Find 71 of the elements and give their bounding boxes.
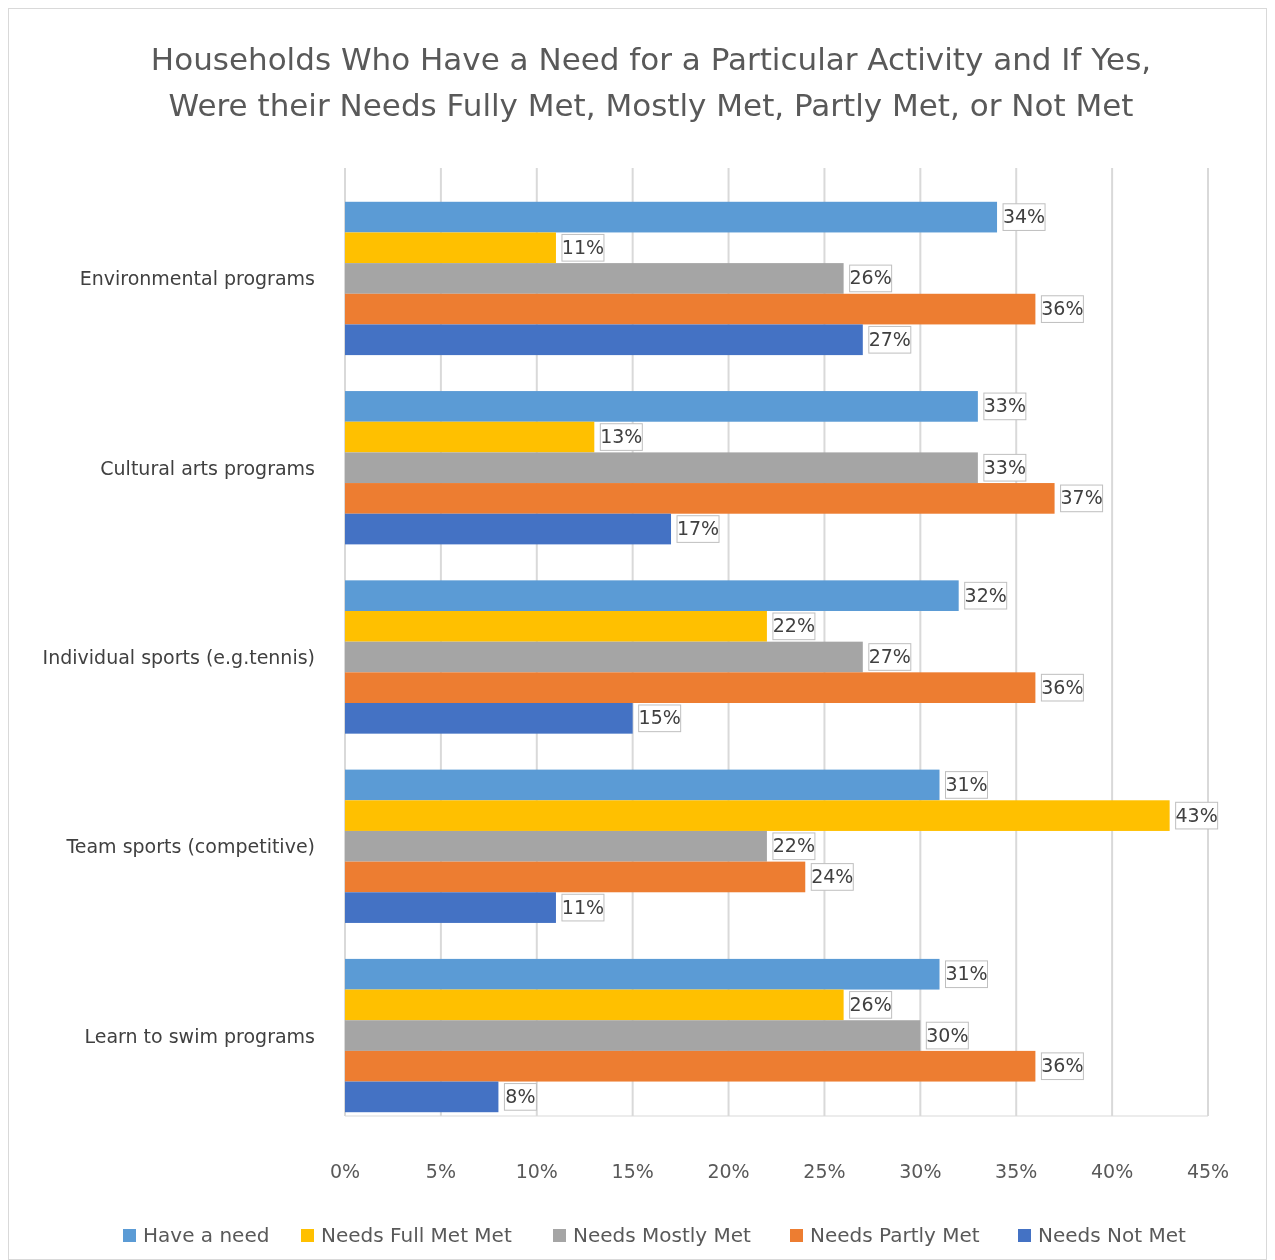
x-tick-label: 5% — [425, 1160, 456, 1182]
x-tick-label: 15% — [611, 1160, 654, 1182]
x-tick-label: 0% — [329, 1160, 361, 1182]
data-label: 11% — [561, 235, 605, 258]
bar — [345, 293, 1036, 325]
y-tick-label: Learn to swim programs — [84, 1024, 315, 1047]
data-label: 13% — [600, 425, 643, 448]
data-label: 36% — [1041, 297, 1084, 320]
bar — [345, 1081, 499, 1113]
data-label: 34% — [1002, 205, 1046, 228]
data-label: 43% — [1175, 803, 1218, 826]
bar — [345, 483, 1055, 514]
bar — [345, 989, 844, 1021]
bar — [345, 703, 633, 734]
y-tick-label: Cultural arts programs — [100, 456, 315, 479]
data-label: 33% — [983, 394, 1026, 417]
data-label: 31% — [945, 772, 988, 795]
chart-title: Households Who Have a Need for a Particular Activity and If Yes, Were their Needs Fully Met, Mostly Met, Partly Met, or Not Met — [150, 41, 1152, 123]
bar — [345, 1050, 1036, 1082]
x-tick-label: 10% — [515, 1160, 558, 1182]
data-label: 27% — [868, 327, 911, 350]
legend-label: Have a need — [143, 1223, 270, 1247]
bar — [345, 201, 998, 233]
bar — [345, 263, 844, 294]
bar — [345, 800, 1170, 831]
legend-label: Needs Mostly Met — [573, 1223, 752, 1247]
legend-label: Needs Full Met Met — [321, 1223, 512, 1247]
bar — [345, 452, 978, 484]
bar — [345, 641, 863, 673]
data-label: 37% — [1060, 486, 1103, 509]
y-tick-label: Individual sports (e.g.tennis) — [42, 646, 315, 668]
data-label: 26% — [849, 266, 892, 289]
data-label: 8% — [505, 1084, 536, 1107]
legend-label: Needs Partly Met — [810, 1223, 980, 1247]
data-label: 32% — [964, 583, 1007, 606]
data-label: 33% — [983, 455, 1026, 478]
x-tick-label: 45% — [1186, 1160, 1230, 1182]
bar — [345, 324, 863, 356]
bar — [345, 1020, 921, 1051]
bar — [345, 611, 767, 642]
bar — [345, 769, 940, 801]
x-tick-label: 25% — [803, 1160, 846, 1182]
x-tick-label: 35% — [995, 1160, 1038, 1182]
data-label: 30% — [926, 1023, 969, 1046]
bar — [345, 513, 672, 545]
y-tick-label: Environmental programs — [79, 267, 315, 290]
data-label: 31% — [945, 962, 988, 985]
bar — [345, 892, 556, 923]
bar — [345, 232, 556, 264]
bar — [345, 958, 940, 990]
bar — [345, 391, 978, 422]
data-label: 22% — [772, 834, 816, 857]
data-label: 26% — [849, 992, 892, 1015]
bar — [345, 830, 767, 862]
data-label: 15% — [638, 706, 681, 729]
data-label: 24% — [811, 864, 854, 887]
bar — [345, 421, 595, 453]
data-label: 17% — [676, 517, 720, 540]
data-label: 22% — [772, 614, 816, 637]
data-label: 36% — [1041, 675, 1084, 698]
bar — [345, 672, 1036, 703]
data-label: 11% — [561, 895, 605, 918]
bar — [345, 861, 806, 893]
legend-label: Needs Not Met — [1038, 1223, 1186, 1247]
x-tick-label: 30% — [899, 1160, 942, 1182]
x-tick-label: 40% — [1090, 1160, 1134, 1182]
y-tick-label: Team sports (competitive) — [65, 835, 315, 858]
x-tick-label: 20% — [707, 1160, 750, 1182]
data-label: 27% — [868, 645, 911, 667]
data-label: 36% — [1041, 1054, 1084, 1077]
bar — [345, 580, 959, 612]
